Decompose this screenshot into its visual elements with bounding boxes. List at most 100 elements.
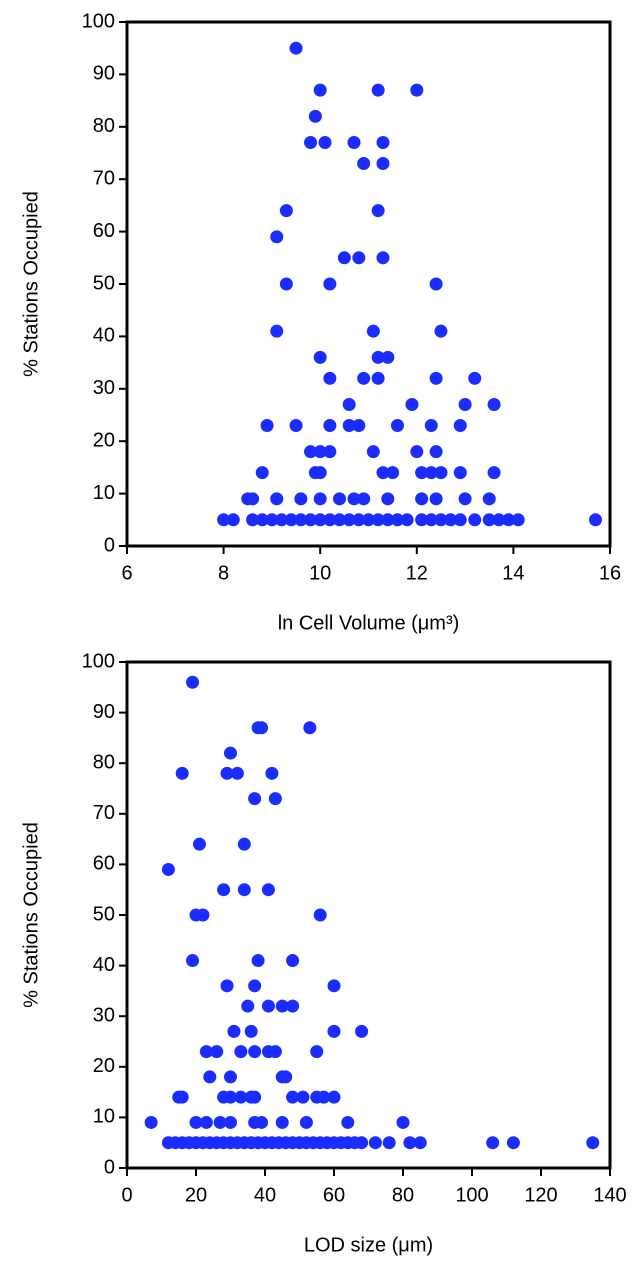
- point: [352, 418, 366, 432]
- point: [371, 513, 385, 527]
- y-tick-label: 90: [93, 63, 115, 85]
- y-tick-label: 30: [93, 377, 115, 399]
- point: [260, 418, 274, 432]
- point: [323, 445, 337, 459]
- y-tick-label: 50: [93, 272, 115, 294]
- point: [376, 466, 390, 480]
- point: [224, 1090, 237, 1104]
- point: [217, 883, 231, 897]
- point: [313, 350, 327, 364]
- point: [210, 1045, 224, 1059]
- x-tick-label: 140: [593, 1184, 626, 1206]
- x-tick-label: 40: [254, 1184, 276, 1206]
- point: [415, 466, 429, 480]
- point: [248, 1045, 262, 1059]
- point: [224, 1070, 237, 1084]
- x-tick-label: 6: [121, 562, 132, 584]
- y-tick-label: 0: [104, 534, 115, 556]
- point: [333, 492, 347, 506]
- point: [382, 1136, 396, 1150]
- point: [248, 792, 262, 806]
- y-tick-label: 100: [82, 650, 115, 672]
- point: [186, 954, 200, 968]
- point: [511, 513, 525, 527]
- point: [482, 492, 496, 506]
- point: [347, 136, 361, 150]
- point: [196, 908, 210, 922]
- point: [586, 1136, 600, 1150]
- point: [224, 746, 237, 760]
- point: [199, 1045, 213, 1059]
- x-tick-label: 16: [599, 562, 621, 584]
- point: [255, 466, 269, 480]
- point: [265, 513, 279, 527]
- point: [217, 513, 231, 527]
- point: [246, 513, 260, 527]
- point: [279, 204, 293, 218]
- point: [390, 513, 404, 527]
- point: [175, 766, 189, 780]
- point: [357, 156, 371, 170]
- point: [434, 513, 448, 527]
- point: [429, 371, 443, 385]
- point: [415, 513, 429, 527]
- point: [189, 1115, 203, 1129]
- point: [429, 277, 443, 291]
- point: [347, 492, 361, 506]
- point: [405, 398, 419, 412]
- point: [453, 466, 467, 480]
- point: [341, 1115, 355, 1129]
- point: [203, 1070, 217, 1084]
- point: [390, 418, 404, 432]
- point: [279, 277, 293, 291]
- point: [386, 466, 400, 480]
- point: [376, 156, 390, 170]
- point: [482, 513, 496, 527]
- point: [371, 350, 385, 364]
- x-tick-label: 8: [218, 562, 229, 584]
- point: [424, 513, 438, 527]
- point: [286, 1090, 300, 1104]
- point: [244, 1024, 258, 1038]
- y-tick-label: 100: [82, 10, 115, 32]
- point: [424, 466, 438, 480]
- point: [313, 83, 327, 97]
- point: [458, 398, 472, 412]
- point: [308, 109, 322, 123]
- point: [175, 1090, 189, 1104]
- point: [396, 1115, 410, 1129]
- point: [371, 83, 385, 97]
- point: [486, 1136, 500, 1150]
- x-tick-label: 20: [185, 1184, 207, 1206]
- point: [376, 251, 390, 265]
- point: [318, 136, 332, 150]
- point: [410, 445, 424, 459]
- point: [323, 418, 337, 432]
- x-tick-label: 80: [392, 1184, 414, 1206]
- point: [487, 398, 501, 412]
- point: [313, 492, 327, 506]
- point: [304, 445, 318, 459]
- point: [313, 513, 327, 527]
- point: [371, 204, 385, 218]
- point: [458, 492, 472, 506]
- point: [410, 83, 424, 97]
- point: [226, 513, 240, 527]
- plot-frame: [125, 20, 612, 548]
- point: [444, 513, 458, 527]
- point: [294, 492, 308, 506]
- point: [304, 136, 318, 150]
- point: [352, 513, 366, 527]
- point: [270, 230, 284, 244]
- y-axis-label: % Stations Occupied: [20, 822, 42, 1008]
- y-tick-label: 20: [93, 1055, 115, 1077]
- point: [248, 979, 262, 993]
- point: [255, 721, 269, 735]
- point: [192, 837, 206, 851]
- point: [237, 883, 251, 897]
- point: [355, 1136, 369, 1150]
- point: [355, 1024, 369, 1038]
- point: [317, 1090, 331, 1104]
- y-axis-label: % Stations Occupied: [20, 191, 42, 377]
- point: [424, 418, 438, 432]
